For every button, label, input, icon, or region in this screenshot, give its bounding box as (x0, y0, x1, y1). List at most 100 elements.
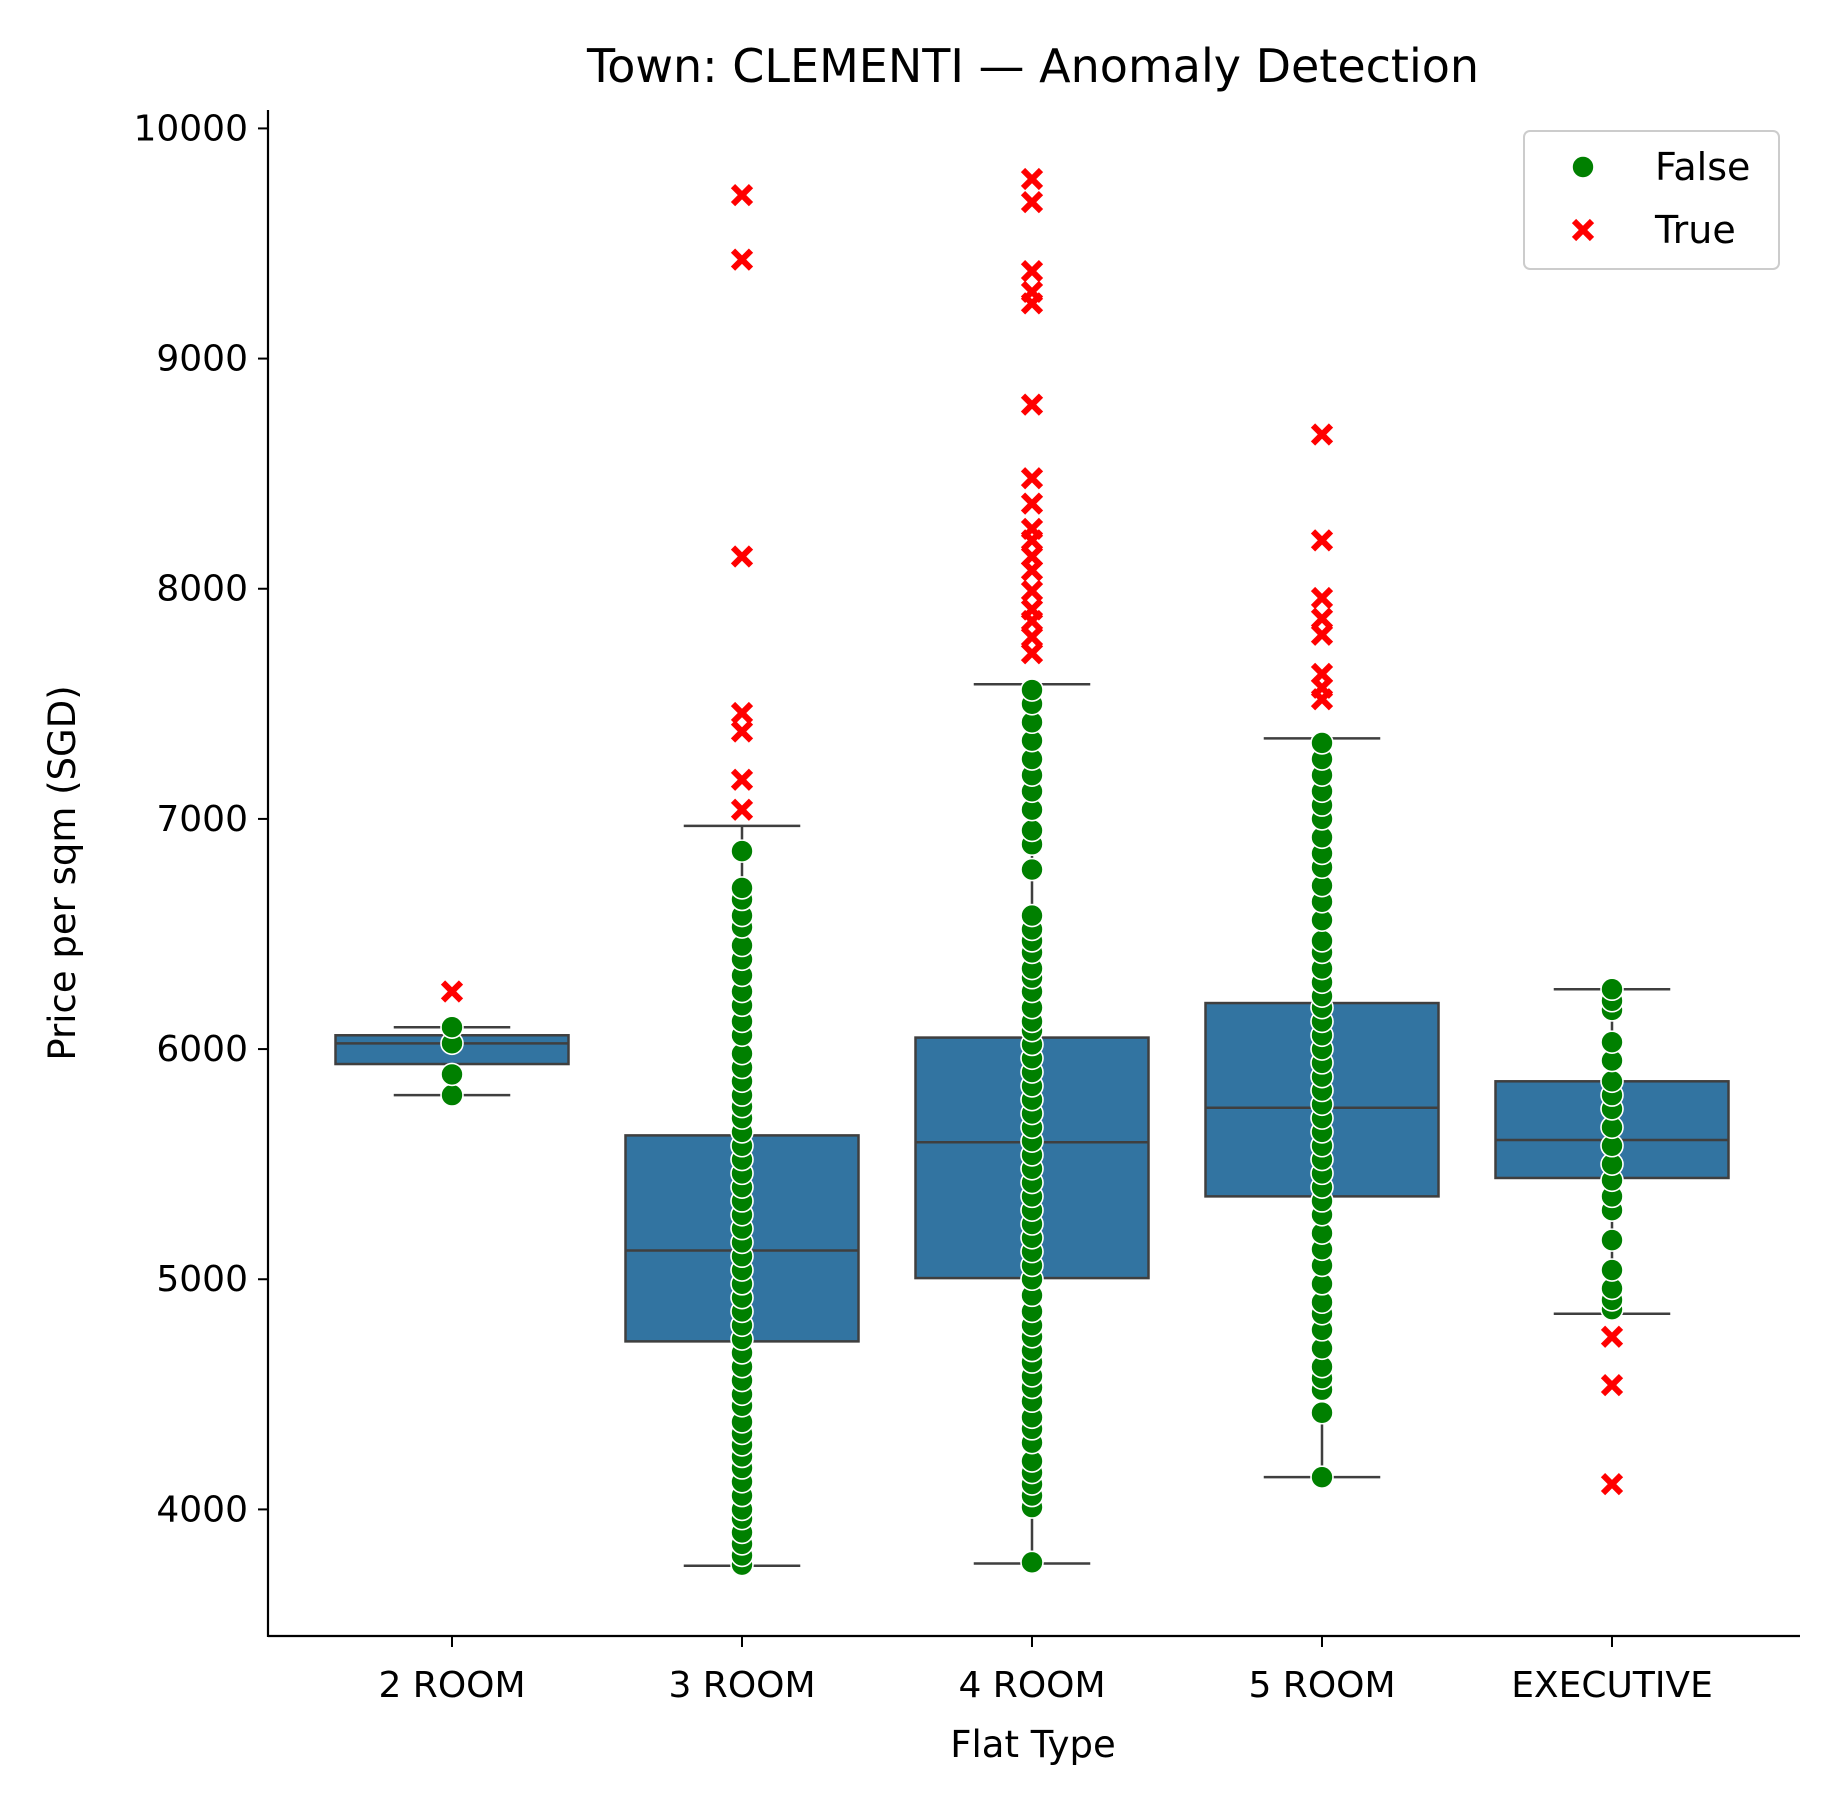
y-tick-label: 9000 (156, 339, 248, 380)
anomaly-point (1600, 1325, 1624, 1348)
x-marker-stroke (1020, 492, 1044, 515)
x-marker-stroke (1310, 423, 1334, 446)
x-marker-stroke (730, 701, 754, 725)
y-tick-label: 6000 (156, 1029, 248, 1070)
normal-point (1600, 977, 1624, 1002)
legend-marker (1571, 155, 1595, 179)
x-axis-title: Flat Type (950, 1723, 1116, 1766)
anomaly-point (1020, 467, 1044, 490)
y-tick-label: 10000 (133, 108, 248, 149)
y-ticks: 4000 5000 6000 7000 8000 9000 10000 (133, 108, 268, 1530)
x-marker-stroke (1020, 517, 1044, 541)
anomaly-point (730, 798, 754, 821)
axes-layer (266, 110, 1800, 1638)
anomaly-point (1310, 423, 1334, 446)
normal-point (440, 1015, 464, 1040)
x-marker-stroke (1020, 579, 1044, 603)
y-tick-label: 4000 (156, 1489, 248, 1530)
x-marker-stroke (440, 980, 464, 1003)
points-layer (440, 167, 1624, 1577)
x-marker-stroke (1020, 167, 1044, 191)
x-marker-stroke (1020, 190, 1044, 214)
x-marker-stroke (730, 720, 754, 743)
anomaly-point (1020, 190, 1044, 214)
y-tick-label: 5000 (156, 1259, 248, 1300)
x-marker-stroke (1020, 280, 1044, 303)
normal-point (1020, 857, 1044, 882)
normal-point (1310, 731, 1334, 755)
normal-point (1020, 1550, 1044, 1575)
legend-entry: True (1571, 208, 1736, 252)
x-marker-stroke (1310, 529, 1334, 552)
legend-label: False (1655, 145, 1750, 189)
x-marker-stroke (1310, 607, 1334, 630)
anomaly-point (1020, 598, 1044, 621)
anomaly-point (1310, 662, 1334, 686)
legend-entries: False True (1571, 145, 1750, 252)
x-marker-stroke (1020, 467, 1044, 490)
normal-point (1600, 1258, 1624, 1282)
normal-point (730, 876, 754, 900)
legend: False True (1523, 130, 1780, 270)
legend-entry: False (1571, 145, 1750, 189)
x-marker-stroke (1310, 586, 1334, 610)
normal-point (1020, 903, 1044, 928)
anomaly-point (730, 248, 754, 271)
anomaly-point (730, 701, 754, 725)
y-axis-title: Price per sqm (SGD) (41, 685, 84, 1060)
x-marker-stroke (1600, 1472, 1624, 1496)
x-marker-stroke (1020, 598, 1044, 621)
normal-point (1600, 1228, 1624, 1252)
normal-point (1020, 678, 1044, 702)
x-marker-stroke (1020, 259, 1044, 283)
legend-label: True (1654, 208, 1736, 252)
anomaly-point (1020, 517, 1044, 541)
anomaly-point (1020, 167, 1044, 191)
y-tick-label: 7000 (156, 799, 248, 840)
x-marker-stroke (730, 545, 754, 568)
anomaly-point (730, 768, 754, 791)
anomaly-point (730, 720, 754, 743)
chart-title: Town: CLEMENTI — Anomaly Detection (586, 39, 1479, 93)
normal-point (1310, 1400, 1334, 1425)
anomaly-point (1310, 607, 1334, 630)
x-marker-stroke (1571, 218, 1595, 242)
anomaly-point (1020, 280, 1044, 303)
y-tick-label: 8000 (156, 569, 248, 610)
x-marker-stroke (1020, 393, 1044, 416)
anomaly-point (1020, 259, 1044, 283)
normal-point (440, 1083, 464, 1107)
x-marker-stroke (1600, 1325, 1624, 1348)
x-tick-label: 2 ROOM (378, 1665, 525, 1706)
x-marker-stroke (730, 798, 754, 821)
anomaly-point (1020, 393, 1044, 416)
anomaly-point (1600, 1472, 1624, 1496)
normal-point (1310, 929, 1334, 953)
x-tick-label: 3 ROOM (668, 1665, 815, 1706)
normal-point (1020, 818, 1044, 843)
x-marker-stroke (1600, 1373, 1624, 1397)
anomaly-point (440, 980, 464, 1003)
anomaly-point (1310, 529, 1334, 552)
x-tick-label: EXECUTIVE (1511, 1665, 1713, 1706)
anomaly-point (1310, 586, 1334, 610)
x-marker-stroke (730, 184, 754, 207)
x-tick-label: 4 ROOM (958, 1665, 1105, 1706)
anomaly-point (730, 545, 754, 568)
normal-point (1600, 1030, 1624, 1054)
x-marker-stroke (1310, 662, 1334, 686)
anomaly-point (1600, 1373, 1624, 1397)
anomaly-point (1020, 492, 1044, 515)
legend-marker (1571, 218, 1595, 242)
x-tick-label: 5 ROOM (1248, 1665, 1395, 1706)
x-marker-stroke (730, 768, 754, 791)
normal-point (1310, 1465, 1334, 1489)
x-ticks: 2 ROOM 3 ROOM 4 ROOM 5 ROOM EXECUTIVE (378, 1636, 1713, 1706)
anomaly-point (1020, 579, 1044, 603)
normal-point (730, 839, 754, 863)
anomaly-point (730, 184, 754, 207)
normal-point (440, 1062, 464, 1087)
normal-point (1600, 1069, 1624, 1094)
